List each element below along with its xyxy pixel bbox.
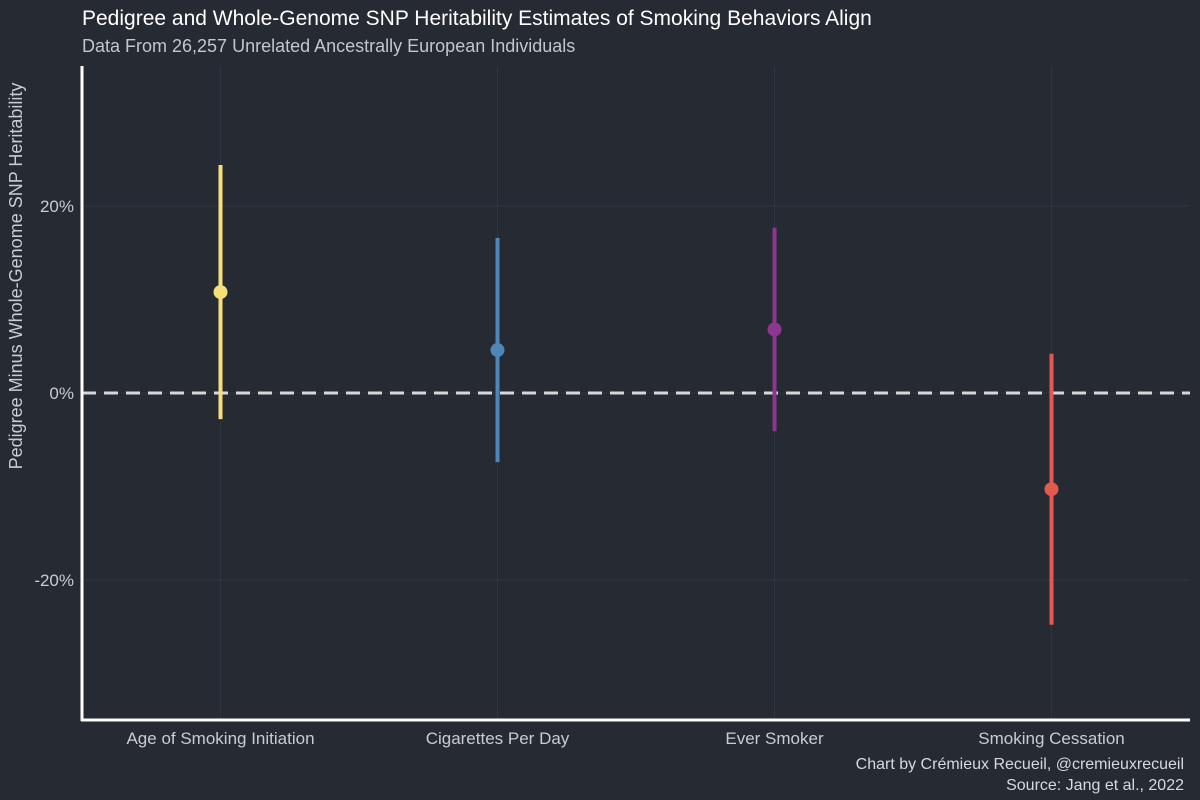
point-estimate <box>1044 482 1059 497</box>
y-tick-label: 0% <box>49 384 74 403</box>
x-tick-label: Cigarettes Per Day <box>426 729 570 748</box>
x-tick-label: Age of Smoking Initiation <box>126 729 314 748</box>
data-marks <box>213 165 1059 625</box>
chart-title: Pedigree and Whole-Genome SNP Heritabili… <box>82 7 872 30</box>
point-estimate <box>213 285 228 300</box>
y-axis-label: Pedigree Minus Whole-Genome SNP Heritabi… <box>6 83 26 470</box>
chart-subtitle: Data From 26,257 Unrelated Ancestrally E… <box>82 36 575 56</box>
x-tick-label: Ever Smoker <box>725 729 824 748</box>
y-tick-label: 20% <box>40 197 74 216</box>
axes <box>80 66 1190 722</box>
point-estimate <box>767 322 782 337</box>
tick-labels: -20% 0% 20% Age of Smoking Initiation Cigare… <box>34 197 1124 748</box>
caption-credit: Chart by Crémieux Recueil, @cremieuxrecu… <box>856 756 1184 773</box>
y-tick-label: -20% <box>34 571 74 590</box>
caption-source: Source: Jang et al., 2022 <box>1006 777 1184 794</box>
x-tick-label: Smoking Cessation <box>978 729 1124 748</box>
point-estimate <box>490 343 505 358</box>
